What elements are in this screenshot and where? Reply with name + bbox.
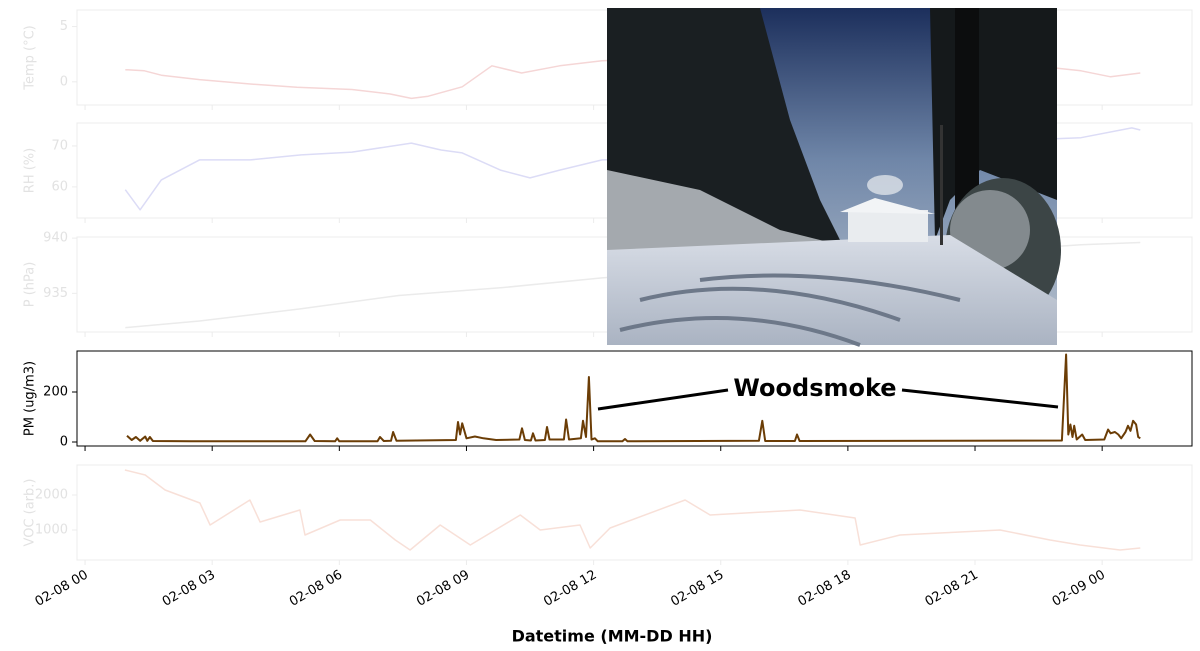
plot-frame [76, 464, 1193, 561]
x-tick-label: 02-08 12 [541, 568, 599, 610]
x-tick-label: 02-08 00 [33, 568, 91, 610]
data-line [124, 469, 1141, 551]
x-axis-label: Datetime (MM-DD HH) [512, 627, 713, 646]
x-tick-label: 02-08 15 [668, 568, 726, 610]
y-tick-label: 1000 [35, 523, 68, 538]
y-axis-label: VOC (arb.) [23, 479, 38, 547]
x-tick-label: 02-08 21 [923, 568, 981, 610]
x-tick-label: 02-08 03 [160, 568, 218, 610]
data-line [126, 353, 1141, 443]
panel: PM (ug/m3) 0 200 [23, 350, 1193, 451]
y-tick-label: 0 [60, 435, 68, 450]
annotation-arrow [901, 388, 1059, 409]
y-axis-label: Temp (°C) [23, 25, 38, 91]
annotation: Woodsmoke [733, 374, 896, 402]
photo [607, 8, 1061, 347]
y-axis-label: PM (ug/m3) [23, 361, 38, 436]
annotation-arrow [597, 388, 729, 411]
x-tick-label: 02-08 09 [414, 568, 472, 610]
x-tick-label: 02-08 06 [287, 568, 345, 610]
y-axis-label: RH (%) [23, 148, 38, 193]
y-tick-label: 940 [43, 231, 68, 246]
y-tick-label: 200 [43, 385, 68, 400]
y-tick-label: 5 [60, 19, 68, 34]
y-tick-label: 70 [51, 138, 68, 153]
x-tick-label: 02-09 00 [1050, 568, 1108, 610]
x-tick-label: 02-08 18 [796, 568, 854, 610]
y-axis-label: P (hPa) [23, 262, 38, 308]
y-tick-label: 60 [51, 179, 68, 194]
y-tick-label: 935 [43, 286, 68, 301]
plot-frame [76, 350, 1193, 447]
y-tick-label: 2000 [35, 487, 68, 502]
y-tick-label: 0 [60, 74, 68, 89]
panel: VOC (arb.)1000 2000 [23, 464, 1193, 565]
annotation-layer: Woodsmoke [597, 374, 1059, 411]
